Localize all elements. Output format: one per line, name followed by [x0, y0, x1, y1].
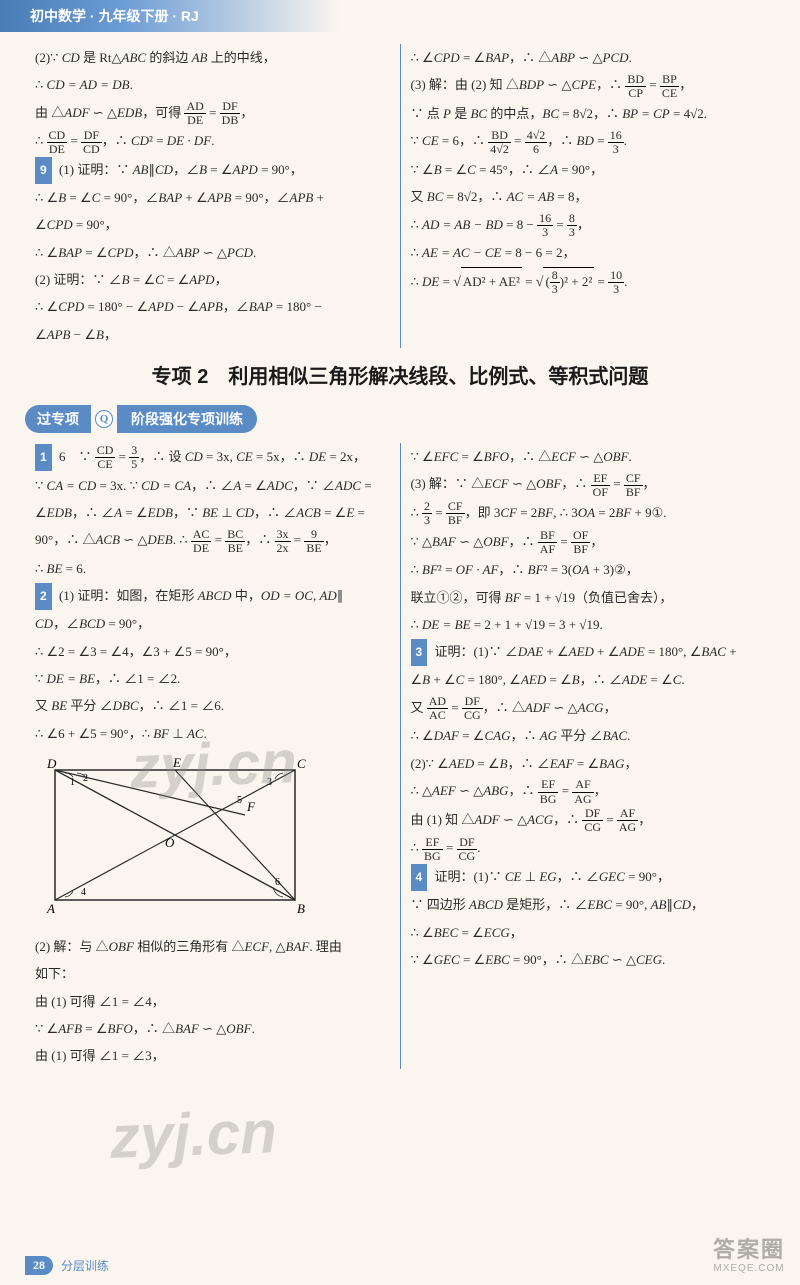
text-line: (3) 解：由 (2) 知 △BDP ∽ △CPE，∴ BDCP = BPCE，: [411, 71, 766, 100]
svg-text:6: 6: [275, 877, 280, 888]
bottom-columns: 1 6 ∵ CDCE = 35，∴ 设 CD = 3x, CE = 5x，∴ D…: [0, 443, 800, 1069]
text-line: ∴ DE = BE = 2 + 1 + √19 = 3 + √19.: [411, 611, 766, 638]
text-line: ∴ ∠B = ∠C = 90°，∠BAP + ∠APB = 90°，∠APB +: [35, 184, 390, 211]
top-columns: (2)∵ CD 是 Rt△ABC 的斜边 AB 上的中线， ∴ CD = AD …: [0, 44, 800, 348]
svg-text:B: B: [297, 901, 305, 916]
text-line: 由 (1) 可得 ∠1 = ∠3，: [35, 1042, 390, 1069]
svg-text:2: 2: [83, 773, 88, 784]
text-line: (2) 解：与 △OBF 相似的三角形有 △ECF, △BAF. 理由: [35, 933, 390, 960]
text-line: (3) 解：∵ △ECF ∽ △OBF，∴ EFOF = CFBF，: [411, 470, 766, 499]
svg-text:A: A: [46, 901, 55, 916]
text-line: ∴ BF² = OF · AF，∴ BF² = 3(OA + 3)②，: [411, 556, 766, 583]
text-line: ∴ ∠CPD = ∠BAP，∴ △ABP ∽ △PCD.: [411, 44, 766, 71]
text-line: 如下：: [35, 960, 390, 987]
text-line: ∵ 点 P 是 BC 的中点，BC = 8√2，∴ BP = CP = 4√2.: [411, 100, 766, 127]
problem-number-1: 1: [35, 444, 52, 471]
text-line: 又 BE 平分 ∠DBC，∴ ∠1 = ∠6.: [35, 692, 390, 719]
top-right-col: ∴ ∠CPD = ∠BAP，∴ △ABP ∽ △PCD. (3) 解：由 (2)…: [401, 44, 776, 348]
text-line: ∴ ∠DAF = ∠CAG，∴ AG 平分 ∠BAC.: [411, 722, 766, 749]
text-line: ∴ ∠BAP = ∠CPD，∴ △ABP ∽ △PCD.: [35, 239, 390, 266]
text-line: ∴ ∠BEC = ∠ECG，: [411, 919, 766, 946]
text-line: ∴ AD = AB − BD = 8 − 163 = 83，: [411, 211, 766, 240]
text-line: ∠CPD = 90°，: [35, 211, 390, 238]
svg-text:4: 4: [81, 887, 86, 898]
text-line: 由 △ADF ∽ △EDB，可得 ADDE = DFDB，: [35, 99, 390, 128]
text-line: ∠APB − ∠B，: [35, 321, 390, 348]
problem-number-9: 9: [35, 157, 52, 184]
text-line: ∴ EFBG = DFCG.: [411, 834, 766, 863]
text-line: ∴ ∠CPD = 180° − ∠APD − ∠APB，∠BAP = 180° …: [35, 293, 390, 320]
footer-text: 分层训练: [61, 1257, 109, 1274]
svg-text:5: 5: [237, 795, 242, 806]
text-line: ∵ CA = CD = 3x. ∵ CD = CA，∴ ∠A = ∠ADC，∵ …: [35, 472, 390, 499]
corner-watermark: 答案圈 MXEQE.COM: [713, 1237, 785, 1275]
svg-text:O: O: [165, 835, 175, 850]
svg-text:3: 3: [267, 777, 272, 788]
svg-text:D: D: [46, 756, 57, 771]
pill-left: 过专项: [25, 405, 91, 433]
corner-wm-url: MXEQE.COM: [713, 1263, 785, 1275]
sub-header: 过专项 Q 阶段强化专项训练: [25, 405, 800, 433]
section-title: 专项 2 利用相似三角形解决线段、比例式、等积式问题: [0, 348, 800, 397]
svg-text:F: F: [246, 799, 256, 814]
text-line: ∴ ∠6 + ∠5 = 90°，∴ BF ⊥ AC.: [35, 720, 390, 747]
text-line: ∵ 四边形 ABCD 是矩形，∴ ∠EBC = 90°, AB∥CD，: [411, 891, 766, 918]
text-line: 又 BC = 8√2，∴ AC = AB = 8，: [411, 183, 766, 210]
watermark: zyj.cn: [109, 1097, 278, 1172]
text-line: ∵ CE = 6，∴ BD4√2 = 4√26，∴ BD = 163.: [411, 127, 766, 156]
text-line: ∴ BE = 6.: [35, 555, 390, 582]
text-line: ∵ ∠B = ∠C = 45°，∴ ∠A = 90°，: [411, 156, 766, 183]
problem-number-3: 3: [411, 639, 428, 666]
problem-number-2: 2: [35, 583, 52, 610]
text-line: CD，∠BCD = 90°，: [35, 610, 390, 637]
pill-right: 阶段强化专项训练: [117, 405, 257, 433]
search-icon: Q: [95, 410, 113, 428]
top-left-col: (2)∵ CD 是 Rt△ABC 的斜边 AB 上的中线， ∴ CD = AD …: [25, 44, 401, 348]
text-line: 3 证明：(1)∵ ∠DAE + ∠AED + ∠ADE = 180°, ∠BA…: [411, 638, 766, 666]
corner-wm-main: 答案圈: [713, 1237, 785, 1263]
page-number: 28: [25, 1256, 53, 1275]
text-line: 90°，∴ △ACB ∽ △DEB. ∴ ACDE = BCBE，∴ 3x2x …: [35, 526, 390, 555]
text-line: 又 ADAC = DFCG，∴ △ADF ∽ △ACG，: [411, 694, 766, 723]
header-text: 初中数学 · 九年级下册 · RJ: [30, 6, 199, 26]
text-line: ∴ AE = AC − CE = 8 − 6 = 2，: [411, 239, 766, 266]
text-line: 4 证明：(1)∵ CE ⊥ EG，∴ ∠GEC = 90°，: [411, 863, 766, 891]
text-line: ∴ CD = AD = DB.: [35, 71, 390, 98]
bottom-left-col: 1 6 ∵ CDCE = 35，∴ 设 CD = 3x, CE = 5x，∴ D…: [25, 443, 401, 1069]
page: 初中数学 · 九年级下册 · RJ (2)∵ CD 是 Rt△ABC 的斜边 A…: [0, 0, 800, 1285]
text-line: ∵ ∠GEC = ∠EBC = 90°，∴ △EBC ∽ △CEG.: [411, 946, 766, 973]
text-line: ∵ △BAF ∽ △OBF，∴ BFAF = OFBF，: [411, 528, 766, 557]
text-line: (2)∵ ∠AED = ∠B，∴ ∠EAF = ∠BAG，: [411, 750, 766, 777]
text-line: ∵ ∠EFC = ∠BFO，∴ △ECF ∽ △OBF.: [411, 443, 766, 470]
text-line: (2)∵ CD 是 Rt△ABC 的斜边 AB 上的中线，: [35, 44, 390, 71]
problem-number-4: 4: [411, 864, 428, 891]
text-line: (2) 证明：∵ ∠B = ∠C = ∠APD，: [35, 266, 390, 293]
svg-text:1: 1: [70, 777, 75, 788]
text-line: 2 (1) 证明：如图，在矩形 ABCD 中，OD = OC, AD∥: [35, 582, 390, 610]
text-line: 9 (1) 证明：∵ AB∥CD，∠B = ∠APD = 90°，: [35, 156, 390, 184]
text-line: ∴ ∠2 = ∠3 = ∠4，∠3 + ∠5 = 90°，: [35, 638, 390, 665]
bottom-right-col: ∵ ∠EFC = ∠BFO，∴ △ECF ∽ △OBF. (3) 解：∵ △EC…: [401, 443, 776, 1069]
text-line: ∴ DE = AD² + AE² = (83)² + 2² = 103.: [411, 267, 766, 297]
text-line: ∵ DE = BE，∴ ∠1 = ∠2.: [35, 665, 390, 692]
text-line: ∵ ∠AFB = ∠BFO，∴ △BAF ∽ △OBF.: [35, 1015, 390, 1042]
rectangle-diagram: D E C A B O F 1 2 3 5 4 6: [35, 755, 315, 920]
text-line: ∴ 23 = CFBF，即 3CF = 2BF, ∴ 3OA = 2BF + 9…: [411, 499, 766, 528]
text-line: 联立①②，可得 BF = 1 + √19（负值已舍去），: [411, 584, 766, 611]
text-line: 由 (1) 知 △ADF ∽ △ACG，∴ DFCG = AFAG，: [411, 806, 766, 835]
svg-text:C: C: [297, 756, 306, 771]
text-line: 1 6 ∵ CDCE = 35，∴ 设 CD = 3x, CE = 5x，∴ D…: [35, 443, 390, 472]
text-line: ∠EDB，∴ ∠A = ∠EDB，∵ BE ⊥ CD，∴ ∠ACB = ∠E =: [35, 499, 390, 526]
text-line: 由 (1) 可得 ∠1 = ∠4，: [35, 988, 390, 1015]
text-line: ∴ CDDE = DFCD，∴ CD² = DE · DF.: [35, 127, 390, 156]
text-line: ∴ △AEF ∽ △ABG，∴ EFBG = AFAG，: [411, 777, 766, 806]
header-band: 初中数学 · 九年级下册 · RJ: [0, 0, 400, 32]
footer: 28 分层训练: [25, 1256, 109, 1275]
svg-text:E: E: [172, 755, 181, 770]
text-line: ∠B + ∠C = 180°, ∠AED = ∠B，∴ ∠ADE = ∠C.: [411, 666, 766, 693]
